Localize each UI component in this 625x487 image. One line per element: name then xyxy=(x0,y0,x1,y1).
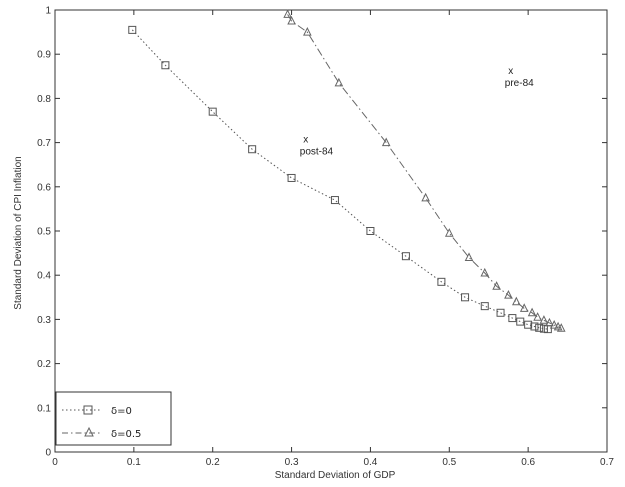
series-line-0 xyxy=(131,29,548,330)
ticks-layer: 0 0.1 0.2 0.3 0.4 0.5 0.6 0.7 0 0.1 0.2 0.3 0.4 0.5 0.… xyxy=(37,6,614,469)
x-tick-label: 0.7 xyxy=(600,457,614,468)
series-layer xyxy=(128,9,566,334)
x-tick-label: 0.2 xyxy=(206,457,220,468)
series-point-triangle xyxy=(512,296,521,306)
annotation-label: pre-84 xyxy=(505,78,534,89)
series-point-triangle xyxy=(464,252,474,262)
series-point-square xyxy=(248,145,257,154)
series-point-square xyxy=(437,277,446,286)
legend-marker-square xyxy=(83,405,93,415)
series-point-triangle xyxy=(492,281,501,290)
series-point-square xyxy=(128,25,137,34)
x-tick-label: 0 xyxy=(52,457,58,468)
series-point-triangle xyxy=(287,15,296,25)
series-point-triangle xyxy=(283,9,292,18)
series-point-square xyxy=(161,61,170,70)
x-tick-label: 0.1 xyxy=(127,457,141,468)
series-point-triangle xyxy=(533,312,542,321)
legend-box xyxy=(55,391,172,446)
y-tick-label: 0.8 xyxy=(37,94,51,105)
series-point-triangle xyxy=(421,192,430,202)
series-point-square xyxy=(208,107,217,116)
series-point-triangle xyxy=(444,228,454,237)
series-point-triangle xyxy=(504,289,513,299)
annotation-label: post-84 xyxy=(300,147,334,158)
series-point-triangle xyxy=(545,317,554,327)
series-point-triangle xyxy=(334,77,344,87)
y-tick-label: 0.5 xyxy=(37,227,51,238)
series-line-1 xyxy=(287,14,562,329)
series-point-square xyxy=(530,322,539,331)
y-tick-label: 0.6 xyxy=(37,182,51,193)
x-tick-label: 0.4 xyxy=(363,457,377,468)
series-point-square xyxy=(496,308,505,317)
series-point-triangle xyxy=(381,137,391,147)
y-tick-label: 0.9 xyxy=(37,50,51,61)
series-point-triangle xyxy=(539,315,549,324)
legend: δ=0 δ=0.5 xyxy=(55,391,172,446)
series-point-square xyxy=(508,314,517,323)
series-point-square xyxy=(535,323,544,332)
series-point-square xyxy=(366,227,375,235)
series-point-square xyxy=(287,173,296,182)
y-tick-label: 0.7 xyxy=(37,138,51,149)
y-tick-label: 1 xyxy=(45,6,51,17)
series-point-square xyxy=(461,293,470,302)
series-point-square xyxy=(516,317,525,326)
series-point-square xyxy=(401,252,410,261)
series-point-triangle xyxy=(556,323,566,332)
series-point-triangle xyxy=(549,320,559,329)
y-tick-label: 0 xyxy=(45,448,51,459)
series-point-square xyxy=(330,196,339,205)
y-tick-label: 0.4 xyxy=(37,271,51,282)
series-point-square xyxy=(480,302,489,311)
series-point-triangle xyxy=(303,26,312,36)
annotation-marker: x xyxy=(508,66,513,77)
y-tick-label: 0.1 xyxy=(37,403,51,414)
x-tick-label: 0.6 xyxy=(521,457,535,468)
series-point-triangle xyxy=(527,307,537,317)
y-axis-label: Standard Deviation of CPI Inflation xyxy=(13,156,24,309)
legend-marker-triangle xyxy=(84,426,94,437)
y-tick-label: 0.3 xyxy=(37,315,51,326)
x-tick-label: 0.5 xyxy=(442,457,456,468)
legend-label-delta-0: δ=0 xyxy=(111,406,132,417)
series-point-triangle xyxy=(519,303,529,312)
y-tick-label: 0.2 xyxy=(37,359,51,370)
series-point-triangle xyxy=(480,267,490,277)
legend-label-delta-0-5: δ=0.5 xyxy=(111,429,141,440)
x-axis-label: Standard Deviation of GDP xyxy=(275,470,396,481)
series-point-square xyxy=(524,320,533,329)
annotation-marker: x xyxy=(303,135,308,146)
x-tick-label: 0.3 xyxy=(285,457,299,468)
